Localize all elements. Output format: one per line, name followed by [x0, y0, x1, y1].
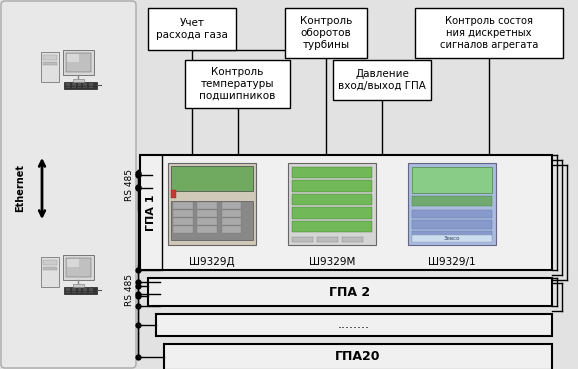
Bar [222, 210, 241, 217]
Bar [288, 163, 376, 245]
Bar [89, 87, 93, 88]
Bar [64, 287, 97, 294]
Bar [171, 201, 253, 240]
Bar [173, 202, 192, 209]
Bar [197, 218, 217, 225]
Bar [197, 227, 217, 233]
Bar [412, 231, 492, 239]
Bar [43, 267, 57, 270]
Bar [415, 8, 563, 58]
Bar [222, 202, 241, 209]
Bar [83, 85, 87, 86]
Text: ........: ........ [338, 318, 370, 331]
Text: Ethernet: Ethernet [15, 164, 25, 212]
Bar [66, 85, 70, 86]
Bar [292, 194, 372, 205]
Bar [66, 292, 70, 293]
Bar [67, 259, 79, 267]
Bar [72, 288, 76, 290]
Bar [72, 85, 76, 86]
Bar [43, 260, 57, 265]
Bar [164, 344, 552, 369]
Bar [43, 55, 57, 59]
Bar [77, 85, 81, 86]
Bar [83, 288, 87, 290]
Bar [89, 85, 93, 86]
Bar [77, 290, 81, 292]
Bar [222, 218, 241, 225]
Bar [292, 180, 372, 192]
Bar [412, 196, 492, 206]
Bar [89, 290, 93, 292]
Bar [148, 278, 552, 306]
Text: ГПА 2: ГПА 2 [329, 286, 370, 299]
Bar [42, 257, 58, 287]
Bar [292, 207, 372, 219]
Text: Ш9329М: Ш9329М [309, 257, 355, 267]
Bar [73, 79, 84, 82]
Bar [292, 221, 372, 232]
Text: ГПА20: ГПА20 [335, 351, 381, 363]
Bar [173, 210, 192, 217]
Bar [77, 83, 81, 85]
Bar [83, 83, 87, 85]
Text: Учет
расхода газа: Учет расхода газа [156, 18, 228, 40]
Bar [89, 288, 93, 290]
Bar [72, 290, 76, 292]
Bar [197, 202, 217, 209]
Bar [222, 227, 241, 233]
Bar [66, 258, 91, 277]
Bar [285, 8, 367, 58]
Bar [89, 292, 93, 293]
FancyBboxPatch shape [1, 1, 136, 368]
Text: Зевсо: Зевсо [444, 236, 460, 241]
Bar [77, 87, 81, 88]
Bar [63, 255, 94, 280]
Bar [171, 166, 253, 191]
Bar [412, 210, 492, 218]
Bar [66, 290, 70, 292]
Bar [408, 163, 496, 245]
Text: RS 485: RS 485 [125, 274, 135, 306]
Bar [173, 218, 192, 225]
Bar [333, 60, 431, 100]
Bar [42, 52, 58, 82]
Bar [72, 292, 76, 293]
Bar [168, 163, 256, 245]
Bar [72, 87, 76, 88]
Text: Контроль
оборотов
турбины: Контроль оборотов турбины [300, 16, 352, 49]
Text: RS 485: RS 485 [125, 169, 135, 201]
Text: Ш9329/1: Ш9329/1 [428, 257, 476, 267]
Bar [67, 54, 79, 62]
Bar [412, 167, 492, 193]
Text: ГПА 1: ГПА 1 [146, 194, 156, 231]
Bar [292, 237, 313, 242]
Bar [66, 87, 70, 88]
Bar [72, 83, 76, 85]
Bar [43, 62, 57, 65]
Bar [64, 82, 97, 89]
Bar [317, 237, 338, 242]
Bar [148, 8, 236, 50]
Bar [412, 235, 492, 242]
Bar [83, 290, 87, 292]
Bar [83, 292, 87, 293]
Bar [185, 60, 290, 108]
Bar [140, 155, 552, 270]
Bar [292, 167, 372, 178]
Bar [66, 83, 70, 85]
Text: Контроль
температуры
подшипников: Контроль температуры подшипников [199, 68, 276, 101]
Bar [156, 314, 552, 336]
Bar [77, 292, 81, 293]
Bar [66, 53, 91, 72]
Bar [342, 237, 363, 242]
Bar [83, 87, 87, 88]
Bar [73, 284, 84, 287]
Bar [63, 50, 94, 75]
Bar [171, 190, 176, 198]
Bar [66, 288, 70, 290]
Text: Давление
вход/выход ГПА: Давление вход/выход ГПА [338, 69, 426, 91]
Bar [197, 210, 217, 217]
Bar [173, 227, 192, 233]
